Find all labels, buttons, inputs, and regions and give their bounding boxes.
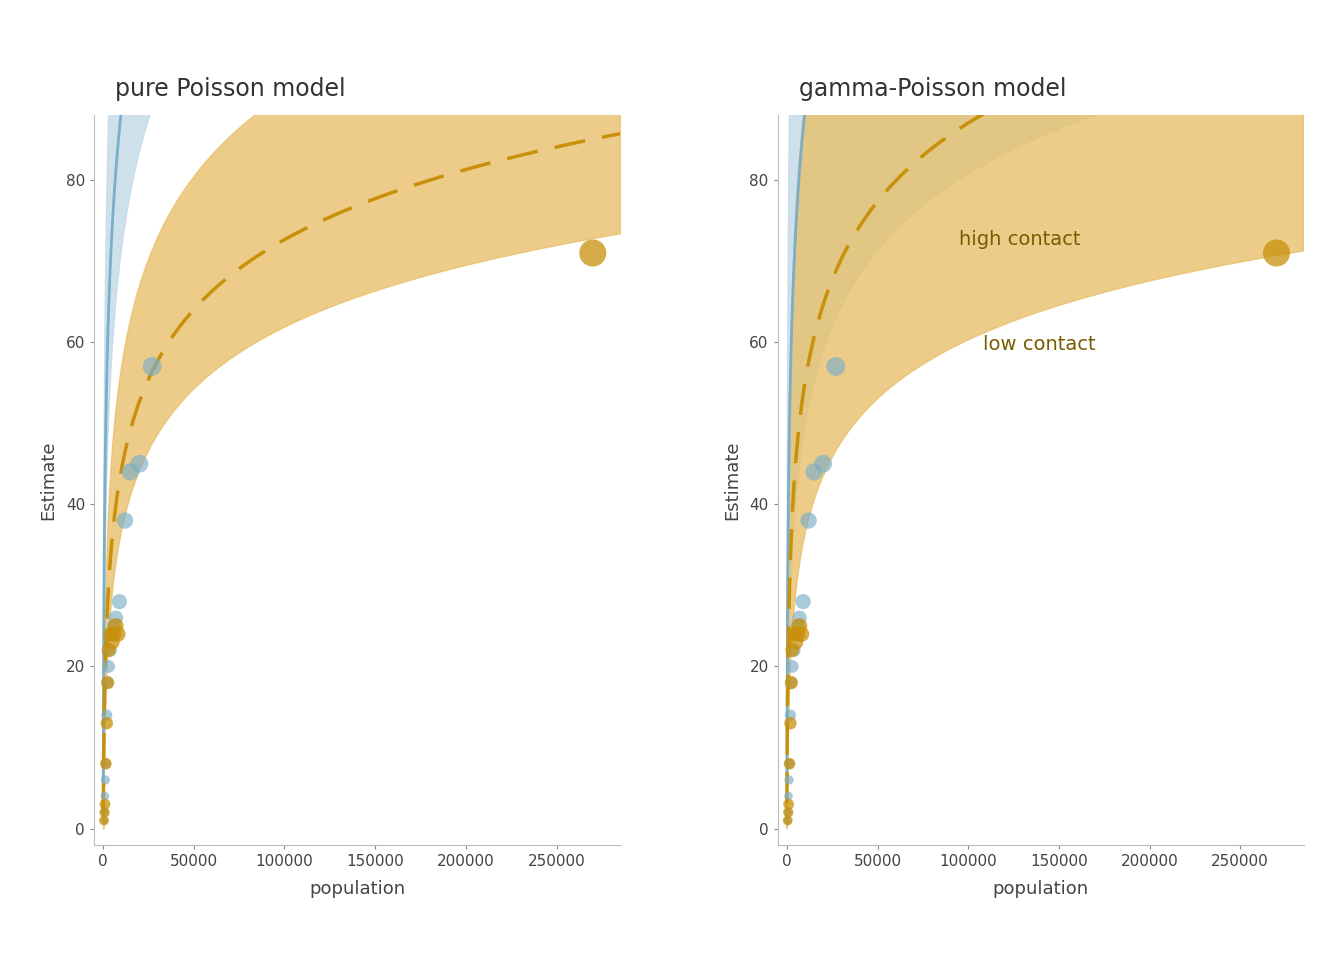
Point bbox=[95, 756, 117, 772]
Point bbox=[114, 513, 136, 528]
Point bbox=[781, 659, 802, 674]
Point bbox=[101, 626, 122, 641]
X-axis label: population: population bbox=[309, 880, 405, 898]
Point bbox=[99, 626, 121, 641]
Point bbox=[789, 618, 810, 634]
Point bbox=[778, 788, 800, 804]
Point bbox=[804, 465, 825, 480]
Point bbox=[777, 813, 798, 828]
Point bbox=[99, 642, 121, 658]
Point bbox=[778, 772, 800, 787]
Point bbox=[781, 675, 802, 690]
Point bbox=[785, 635, 806, 650]
Text: pure Poisson model: pure Poisson model bbox=[116, 77, 345, 101]
Point bbox=[120, 465, 141, 480]
Point bbox=[94, 804, 116, 820]
Point bbox=[790, 626, 812, 641]
Point bbox=[98, 659, 120, 674]
Point bbox=[780, 708, 801, 723]
Point bbox=[793, 594, 814, 610]
Point bbox=[97, 675, 118, 690]
Point bbox=[1266, 246, 1288, 261]
Point bbox=[781, 642, 802, 658]
Point bbox=[812, 456, 833, 471]
Point bbox=[777, 813, 798, 828]
Point bbox=[97, 675, 118, 690]
Point bbox=[95, 756, 117, 772]
Point bbox=[582, 246, 603, 261]
Point bbox=[778, 756, 800, 772]
Point bbox=[141, 359, 163, 374]
Point bbox=[778, 804, 800, 820]
Point bbox=[103, 626, 125, 641]
Point bbox=[95, 708, 117, 723]
Point bbox=[798, 513, 820, 528]
Point bbox=[789, 611, 810, 626]
Point bbox=[103, 618, 125, 634]
Point bbox=[93, 813, 114, 828]
Point bbox=[777, 804, 798, 820]
Point bbox=[785, 626, 806, 641]
Y-axis label: Estimate: Estimate bbox=[723, 441, 741, 519]
Point bbox=[108, 626, 129, 641]
X-axis label: population: population bbox=[993, 880, 1089, 898]
Point bbox=[780, 715, 801, 731]
Point bbox=[98, 642, 120, 658]
Point bbox=[109, 594, 130, 610]
Point bbox=[94, 804, 116, 820]
Point bbox=[105, 618, 126, 634]
Point bbox=[94, 797, 116, 812]
Point bbox=[95, 715, 117, 731]
Point bbox=[825, 359, 847, 374]
Text: high contact: high contact bbox=[960, 229, 1081, 249]
Point bbox=[778, 756, 800, 772]
Point bbox=[788, 626, 809, 641]
Text: low contact: low contact bbox=[982, 335, 1095, 354]
Point bbox=[788, 618, 809, 634]
Point bbox=[93, 813, 114, 828]
Text: gamma-Poisson model: gamma-Poisson model bbox=[798, 77, 1066, 101]
Point bbox=[94, 788, 116, 804]
Point bbox=[781, 675, 802, 690]
Point bbox=[105, 611, 126, 626]
Point bbox=[784, 642, 805, 658]
Point bbox=[784, 626, 805, 641]
Point bbox=[101, 635, 122, 650]
Y-axis label: Estimate: Estimate bbox=[39, 441, 58, 519]
Point bbox=[129, 456, 151, 471]
Point bbox=[778, 797, 800, 812]
Point bbox=[94, 772, 116, 787]
